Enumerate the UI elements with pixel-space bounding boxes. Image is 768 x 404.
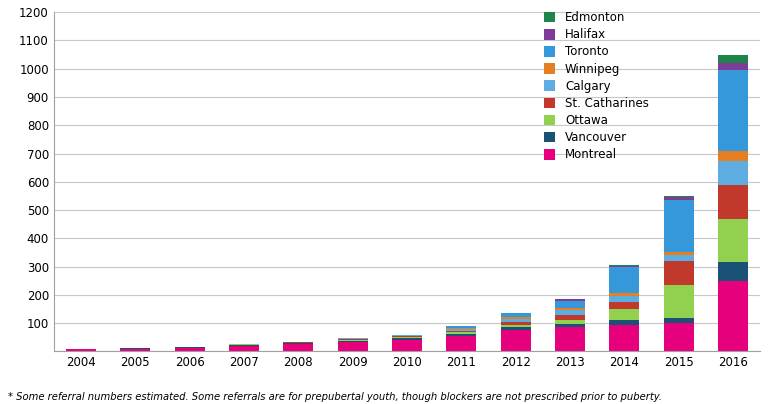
- Bar: [392, 336, 422, 337]
- Bar: [610, 309, 640, 320]
- Bar: [446, 330, 476, 332]
- Bar: [664, 252, 694, 255]
- Bar: [718, 160, 748, 185]
- Bar: [501, 325, 531, 327]
- Bar: [283, 344, 313, 351]
- Bar: [610, 296, 640, 302]
- Bar: [664, 285, 694, 318]
- Bar: [555, 324, 585, 327]
- Bar: [501, 327, 531, 330]
- Bar: [555, 320, 585, 324]
- Bar: [229, 344, 259, 345]
- Bar: [555, 301, 585, 308]
- Bar: [392, 337, 422, 338]
- Bar: [610, 266, 640, 267]
- Bar: [718, 281, 748, 351]
- Bar: [664, 261, 694, 285]
- Bar: [283, 341, 313, 342]
- Bar: [501, 313, 531, 314]
- Bar: [555, 310, 585, 315]
- Bar: [446, 334, 476, 336]
- Bar: [229, 346, 259, 351]
- Bar: [501, 322, 531, 325]
- Bar: [283, 342, 313, 343]
- Bar: [718, 55, 748, 63]
- Bar: [555, 308, 585, 310]
- Bar: [338, 343, 368, 351]
- Bar: [555, 327, 585, 351]
- Bar: [555, 299, 585, 301]
- Bar: [229, 345, 259, 346]
- Bar: [174, 347, 204, 351]
- Bar: [664, 196, 694, 197]
- Bar: [718, 70, 748, 151]
- Bar: [664, 323, 694, 351]
- Bar: [610, 325, 640, 351]
- Bar: [718, 185, 748, 219]
- Bar: [121, 348, 151, 349]
- Bar: [664, 255, 694, 261]
- Bar: [555, 315, 585, 320]
- Bar: [446, 329, 476, 330]
- Bar: [610, 293, 640, 297]
- Bar: [446, 326, 476, 328]
- Bar: [718, 263, 748, 281]
- Bar: [283, 343, 313, 344]
- Bar: [718, 219, 748, 263]
- Bar: [66, 349, 96, 351]
- Bar: [664, 197, 694, 200]
- Bar: [338, 339, 368, 340]
- Bar: [664, 318, 694, 323]
- Bar: [501, 317, 531, 319]
- Text: * Some referral numbers estimated. Some referrals are for prepubertal youth, tho: * Some referral numbers estimated. Some …: [8, 392, 662, 402]
- Bar: [610, 320, 640, 325]
- Bar: [229, 343, 259, 344]
- Bar: [338, 341, 368, 343]
- Bar: [718, 151, 748, 160]
- Bar: [610, 302, 640, 309]
- Bar: [610, 265, 640, 266]
- Bar: [446, 336, 476, 351]
- Bar: [392, 338, 422, 340]
- Bar: [501, 319, 531, 322]
- Bar: [121, 349, 151, 351]
- Bar: [392, 340, 422, 351]
- Bar: [501, 314, 531, 317]
- Bar: [446, 328, 476, 329]
- Bar: [446, 332, 476, 334]
- Bar: [392, 335, 422, 336]
- Bar: [338, 340, 368, 341]
- Bar: [501, 330, 531, 351]
- Legend: Edmonton, Halifax, Toronto, Winnipeg, Calgary, St. Catharines, Ottawa, Vancouver: Edmonton, Halifax, Toronto, Winnipeg, Ca…: [544, 11, 649, 161]
- Bar: [610, 267, 640, 293]
- Bar: [664, 200, 694, 252]
- Bar: [718, 63, 748, 70]
